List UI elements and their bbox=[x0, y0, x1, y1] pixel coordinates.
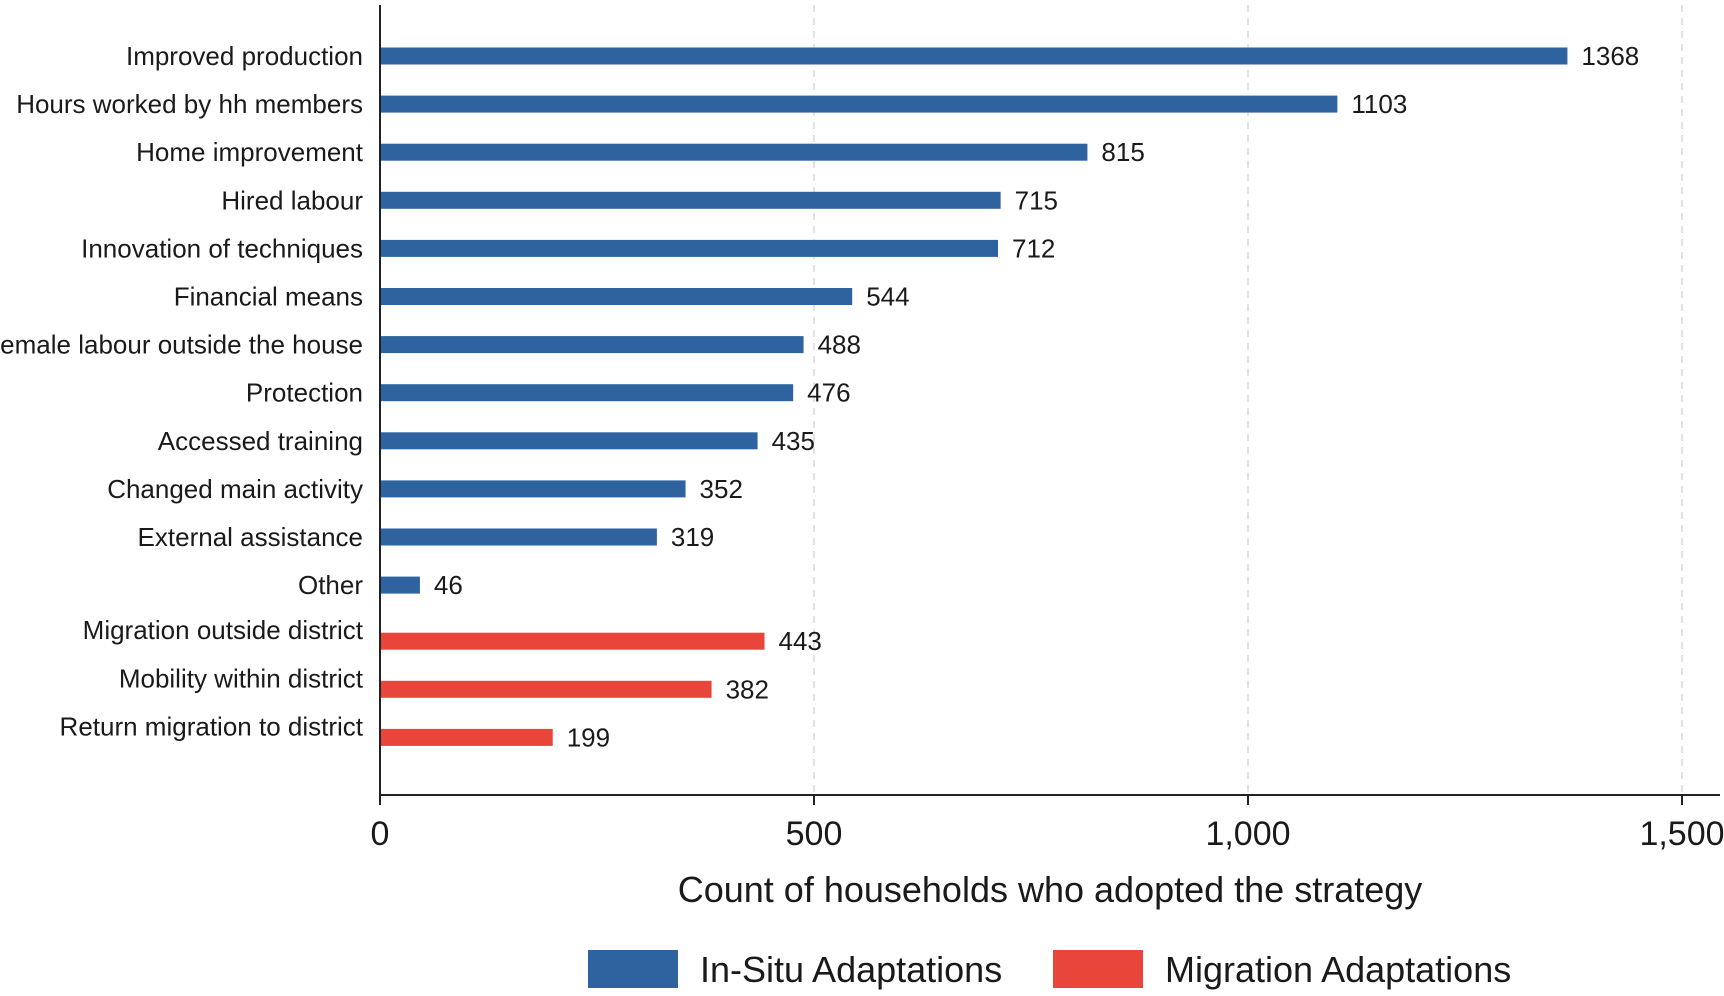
category-label-migration-outside-district: Migration outside district bbox=[83, 615, 364, 645]
bars bbox=[380, 47, 1568, 746]
category-label-financial-means: Financial means bbox=[174, 282, 363, 312]
legend: In-Situ Adaptations Migration Adaptation… bbox=[588, 949, 1511, 990]
legend-label-in-situ: In-Situ Adaptations bbox=[700, 949, 1002, 990]
category-labels: Improved production Hours worked by hh me… bbox=[0, 41, 364, 741]
category-label-other: Other bbox=[298, 570, 363, 600]
value-label-changed-main-activity: 352 bbox=[700, 474, 743, 504]
value-label-migration-outside-district: 443 bbox=[779, 626, 822, 656]
bar-female-labour-outside-the-house bbox=[380, 336, 804, 354]
grid-lines bbox=[813, 5, 1683, 795]
bar-home-improvement bbox=[380, 143, 1088, 161]
bar-accessed-training bbox=[380, 432, 758, 450]
category-label-hired-labour: Hired labour bbox=[221, 185, 363, 215]
x-tick-label-1500: 1,500 bbox=[1639, 815, 1724, 853]
value-label-female-labour-outside-the-house: 488 bbox=[818, 330, 861, 360]
value-label-external-assistance: 319 bbox=[671, 522, 714, 552]
category-label-female-labour-outside-the-house: Female labour outside the house bbox=[0, 330, 363, 360]
x-axis-ticks: 0 500 1,000 1,500 bbox=[371, 795, 1724, 853]
value-label-financial-means: 544 bbox=[866, 282, 909, 312]
value-label-hours-worked-by-hh-members: 1103 bbox=[1351, 89, 1407, 119]
bar-hours-worked-by-hh-members bbox=[380, 95, 1338, 113]
legend-label-migration: Migration Adaptations bbox=[1165, 949, 1511, 990]
category-label-return-migration-to-district: Return migration to district bbox=[60, 711, 364, 741]
bar-protection bbox=[380, 384, 794, 402]
category-label-home-improvement: Home improvement bbox=[136, 137, 364, 167]
value-label-home-improvement: 815 bbox=[1101, 137, 1144, 167]
bar-changed-main-activity bbox=[380, 480, 686, 498]
bar-innovation-of-techniques bbox=[380, 239, 999, 257]
value-label-return-migration-to-district: 199 bbox=[567, 722, 610, 752]
legend-swatch-migration bbox=[1053, 950, 1143, 988]
bar-return-migration-to-district bbox=[380, 728, 553, 746]
bar-improved-production bbox=[380, 47, 1568, 65]
category-label-hours-worked-by-hh-members: Hours worked by hh members bbox=[16, 89, 363, 119]
category-label-accessed-training: Accessed training bbox=[158, 426, 363, 456]
bar-migration-outside-district bbox=[380, 632, 765, 650]
bar-external-assistance bbox=[380, 528, 657, 546]
x-tick-label-0: 0 bbox=[371, 815, 390, 853]
value-label-protection: 476 bbox=[807, 378, 850, 408]
x-tick-label-500: 500 bbox=[786, 815, 843, 853]
value-label-mobility-within-district: 382 bbox=[726, 674, 769, 704]
category-label-mobility-within-district: Mobility within district bbox=[119, 663, 364, 693]
bar-financial-means bbox=[380, 288, 853, 305]
x-tick-label-1000: 1,000 bbox=[1205, 815, 1290, 853]
category-label-external-assistance: External assistance bbox=[138, 522, 363, 552]
value-label-hired-labour: 715 bbox=[1015, 185, 1058, 215]
category-label-changed-main-activity: Changed main activity bbox=[107, 474, 363, 504]
category-label-improved-production: Improved production bbox=[126, 41, 363, 71]
value-label-innovation-of-techniques: 712 bbox=[1012, 233, 1055, 263]
value-label-accessed-training: 435 bbox=[772, 426, 815, 456]
bar-other bbox=[380, 576, 420, 594]
category-label-innovation-of-techniques: Innovation of techniques bbox=[81, 233, 363, 263]
legend-swatch-in-situ bbox=[588, 950, 678, 988]
value-label-improved-production: 1368 bbox=[1581, 41, 1639, 71]
category-label-protection: Protection bbox=[246, 378, 363, 408]
bar-mobility-within-district bbox=[380, 680, 712, 698]
x-axis-title: Count of households who adopted the stra… bbox=[678, 869, 1423, 910]
bar-hired-labour bbox=[380, 191, 1001, 209]
value-label-other: 46 bbox=[434, 570, 463, 600]
